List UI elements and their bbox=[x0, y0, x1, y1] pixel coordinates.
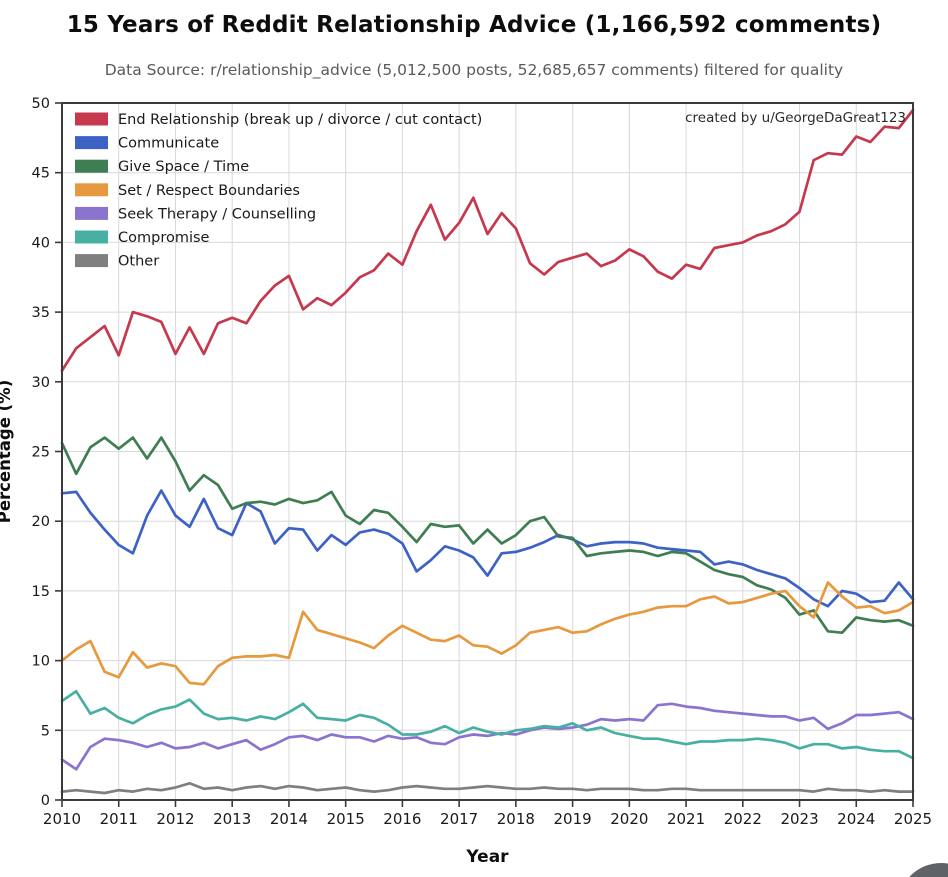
x-tick-label: 2020 bbox=[610, 810, 648, 828]
watermark-credit: created by u/GeorgeDaGreat123 bbox=[685, 110, 906, 126]
y-tick-label: 0 bbox=[41, 793, 50, 809]
legend-label-2[interactable]: Give Space / Time bbox=[118, 159, 249, 175]
legend-label-3[interactable]: Set / Respect Boundaries bbox=[118, 183, 300, 199]
x-tick-label: 2022 bbox=[724, 810, 762, 828]
x-tick-label: 2011 bbox=[100, 810, 138, 828]
x-tick-label: 2010 bbox=[43, 810, 81, 828]
series-line-1 bbox=[60, 489, 915, 608]
x-axis-title: Year bbox=[465, 847, 509, 867]
y-tick-label: 5 bbox=[41, 723, 50, 739]
legend-swatch-1 bbox=[75, 136, 108, 150]
legend-swatch-4 bbox=[75, 206, 108, 220]
series-line-0 bbox=[60, 108, 915, 372]
y-tick-label: 10 bbox=[32, 654, 50, 670]
legend-swatch-2 bbox=[75, 159, 108, 173]
legend-label-6[interactable]: Other bbox=[118, 254, 159, 270]
y-tick-label: 30 bbox=[32, 375, 50, 391]
x-tick-label: 2015 bbox=[327, 810, 365, 828]
x-tick-label: 2014 bbox=[270, 810, 308, 828]
legend-swatch-6 bbox=[75, 254, 108, 268]
y-axis-title: Percentage (%) bbox=[0, 380, 14, 524]
series-line-6 bbox=[60, 781, 915, 795]
series-line-4 bbox=[60, 702, 915, 771]
legend-swatch-3 bbox=[75, 183, 108, 197]
y-tick-label: 25 bbox=[32, 445, 50, 461]
legend-swatch-0 bbox=[75, 112, 108, 126]
x-tick-label: 2018 bbox=[497, 810, 535, 828]
x-tick-label: 2024 bbox=[837, 810, 875, 828]
x-tick-label: 2023 bbox=[780, 810, 818, 828]
legend-label-0[interactable]: End Relationship (break up / divorce / c… bbox=[118, 112, 482, 128]
x-tick-label: 2016 bbox=[383, 810, 421, 828]
x-tick-label: 2017 bbox=[440, 810, 478, 828]
page-subtitle: Data Source: r/relationship_advice (5,01… bbox=[104, 61, 844, 79]
x-tick-label: 2025 bbox=[894, 810, 932, 828]
x-tick-label: 2013 bbox=[213, 810, 251, 828]
y-tick-label: 45 bbox=[32, 166, 50, 182]
x-tick-label: 2012 bbox=[156, 810, 194, 828]
series-line-5 bbox=[60, 689, 915, 760]
legend-label-5[interactable]: Compromise bbox=[118, 230, 210, 246]
x-tick-label: 2021 bbox=[667, 810, 705, 828]
y-tick-label: 40 bbox=[32, 235, 50, 251]
y-tick-label: 35 bbox=[32, 305, 50, 321]
page-title: 15 Years of Reddit Relationship Advice (… bbox=[66, 12, 882, 38]
series-line-3 bbox=[60, 581, 915, 686]
y-tick-label: 20 bbox=[32, 514, 50, 530]
legend-swatch-5 bbox=[75, 230, 108, 244]
y-tick-label: 50 bbox=[32, 96, 50, 112]
y-tick-label: 15 bbox=[32, 584, 50, 600]
legend-label-1[interactable]: Communicate bbox=[118, 136, 219, 152]
x-tick-label: 2019 bbox=[554, 810, 592, 828]
series-line-2 bbox=[60, 436, 915, 635]
legend-label-4[interactable]: Seek Therapy / Counselling bbox=[118, 206, 316, 222]
